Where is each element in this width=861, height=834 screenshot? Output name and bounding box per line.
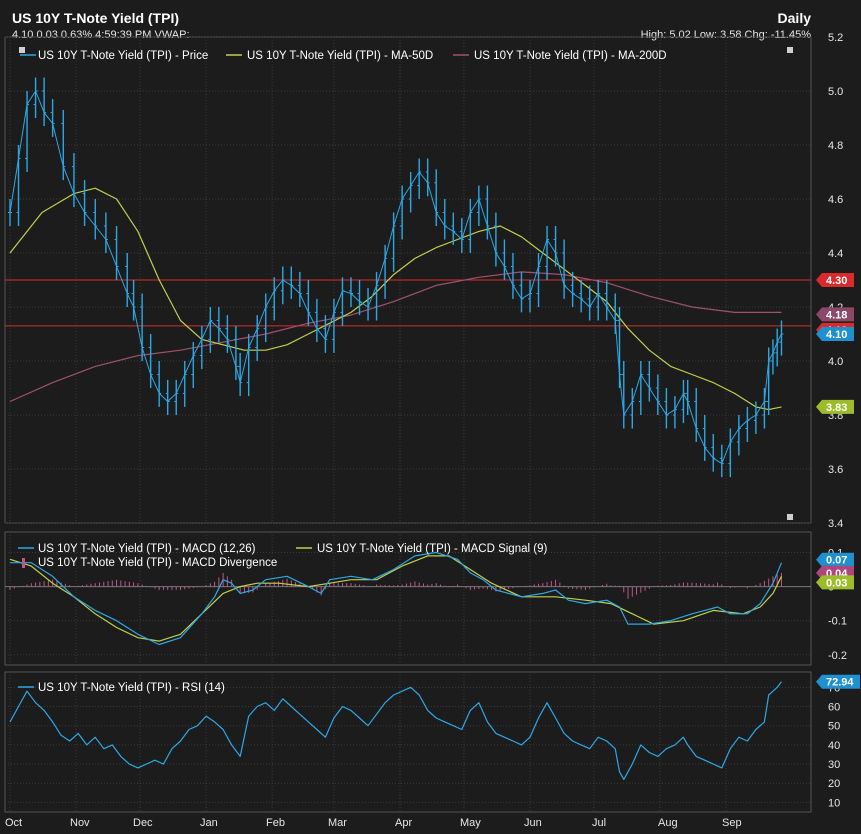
legend-ma50: US 10Y T-Note Yield (TPI) - MA-50D: [247, 50, 433, 62]
chart-header: US 10Y T-Note Yield (TPI) 4.10 0.03 0.63…: [0, 0, 861, 45]
y-tick-label: 5.0: [828, 86, 843, 98]
legend-price: US 10Y T-Note Yield (TPI) - Price: [38, 50, 208, 62]
y-tick-label: 50: [828, 721, 840, 733]
chart-title: US 10Y T-Note Yield (TPI): [12, 10, 180, 26]
x-tick-label: Mar: [328, 817, 347, 829]
y-tick-label: 20: [828, 778, 840, 790]
resize-handle[interactable]: [787, 47, 793, 53]
x-tick-label: Apr: [395, 817, 412, 829]
value-tag-label: 3.83: [826, 402, 847, 414]
value-tag-label: 72.94: [826, 677, 854, 689]
x-tick-label: Aug: [658, 817, 678, 829]
value-tag-label: 0.07: [826, 555, 847, 567]
legend-macd: US 10Y T-Note Yield (TPI) - MACD (12,26): [38, 543, 256, 555]
x-tick-label: May: [460, 817, 481, 829]
value-tag: [816, 307, 854, 322]
ma50-line: [9, 187, 782, 411]
value-tag-label: 0.03: [826, 577, 847, 589]
y-tick-label: -0.2: [828, 650, 847, 662]
resize-handle[interactable]: [787, 514, 793, 520]
y-tick-label: 40: [828, 740, 840, 752]
rsi-panel: [4, 671, 812, 813]
x-tick-label: Sep: [722, 817, 742, 829]
y-tick-label: 5.2: [828, 32, 843, 44]
legend-divergence: US 10Y T-Note Yield (TPI) - MACD Diverge…: [38, 557, 277, 569]
quote-info: 4.10 0.03 0.63% 4:59:39 PM VWAP:: [12, 29, 190, 41]
value-tag: [816, 273, 854, 287]
value-tag-label: 4.30: [826, 275, 847, 287]
legend-swatch-divergence: [22, 558, 25, 568]
price-line: [9, 90, 782, 465]
y-tick-label: -0.1: [828, 616, 847, 628]
value-tag: [816, 327, 854, 341]
x-tick-label: Nov: [70, 817, 90, 829]
x-tick-label: Feb: [266, 817, 285, 829]
legend-rsi: US 10Y T-Note Yield (TPI) - RSI (14): [38, 682, 225, 694]
frequency-label[interactable]: Daily: [777, 10, 811, 26]
value-tag-label: 4.10: [826, 329, 847, 341]
value-tag-label: 4.18: [826, 309, 847, 321]
x-tick-label: Jul: [592, 817, 606, 829]
y-tick-label: 4.0: [828, 356, 843, 368]
macd-panel: [4, 531, 812, 666]
legend-signal: US 10Y T-Note Yield (TPI) - MACD Signal …: [317, 543, 547, 555]
x-tick-label: Oct: [5, 817, 22, 829]
range-stats: High: 5.02 Low: 3.58 Chg: -11.45%: [640, 29, 811, 41]
y-tick-label: 4.6: [828, 194, 843, 206]
value-tag: [816, 552, 854, 567]
rsi-line: [9, 681, 782, 780]
ma200-line: [9, 271, 782, 403]
signal-line: [9, 555, 783, 642]
y-tick-label: 4.8: [828, 140, 843, 152]
y-tick-label: 4.4: [828, 248, 843, 260]
legend-ma200: US 10Y T-Note Yield (TPI) - MA-200D: [474, 50, 667, 62]
value-tag: [816, 674, 860, 689]
x-tick-label: Jan: [200, 817, 218, 829]
value-tag: [816, 575, 854, 590]
resize-handle[interactable]: [19, 47, 25, 53]
y-tick-label: 30: [828, 759, 840, 771]
macd-line: [10, 551, 783, 646]
x-tick-label: Jun: [524, 817, 542, 829]
x-tick-label: Dec: [133, 817, 153, 829]
y-tick-label: 10: [828, 797, 840, 809]
y-tick-label: 60: [828, 702, 840, 714]
y-tick-label: 3.4: [828, 518, 843, 530]
value-tag: [816, 399, 854, 414]
y-tick-label: 3.6: [828, 464, 843, 476]
